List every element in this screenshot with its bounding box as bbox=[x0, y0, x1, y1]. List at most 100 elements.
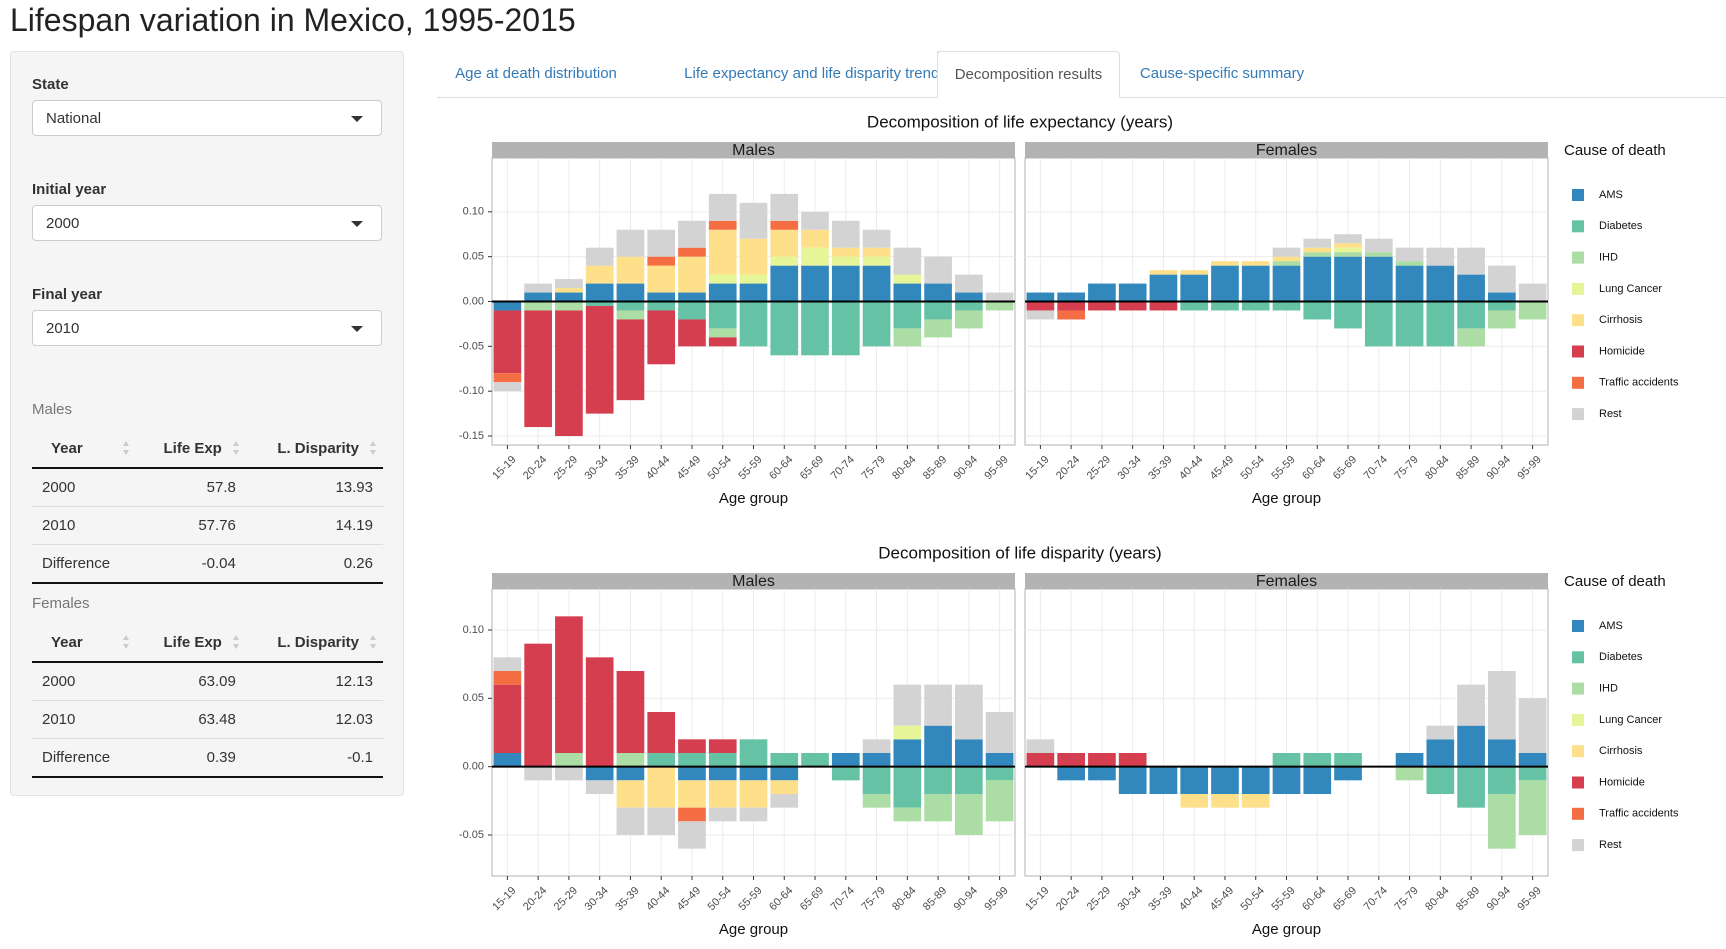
x-tick-label: 25-29 bbox=[1085, 454, 1113, 482]
column-header-year[interactable]: Year bbox=[32, 429, 137, 469]
x-tick-label: 50-54 bbox=[706, 454, 734, 482]
initial-year-select[interactable]: 2000 bbox=[32, 205, 382, 241]
bar-diabetes-80-84 bbox=[893, 766, 922, 808]
bar-ams-35-39 bbox=[1149, 766, 1178, 794]
bar-cirrhosis-45-49 bbox=[1211, 261, 1239, 266]
legend-label-ihd: IHD bbox=[1599, 683, 1618, 695]
sort-icon bbox=[123, 441, 130, 455]
final-year-select-value: 2010 bbox=[46, 320, 80, 337]
bar-ams-50-54 bbox=[1241, 265, 1270, 302]
column-header-l-disparity[interactable]: L. Disparity bbox=[245, 429, 383, 469]
legend-label-ams: AMS bbox=[1599, 189, 1623, 201]
table-cell: Difference bbox=[32, 544, 137, 584]
bar-ams-95-99 bbox=[1518, 753, 1547, 767]
bar-ams-80-84 bbox=[1426, 739, 1455, 767]
bar-diabetes-70-74 bbox=[831, 766, 860, 781]
bar-diabetes-85-89 bbox=[1457, 766, 1485, 808]
tab-decomposition-results[interactable]: Decomposition results bbox=[937, 51, 1120, 98]
bar-homicide-15-19 bbox=[493, 684, 522, 753]
bar-rest-80-84 bbox=[1426, 725, 1455, 740]
table-cell: 57.76 bbox=[136, 506, 246, 545]
bar-rest-80-84 bbox=[1426, 247, 1455, 266]
legend-label-ams: AMS bbox=[1599, 620, 1623, 632]
tab-age-at-death-distribution[interactable]: Age at death distribution bbox=[455, 65, 617, 82]
tab-life-expectancy-trends[interactable]: Life expectancy and life disparity trend… bbox=[684, 65, 947, 82]
bar-ihd-20-24 bbox=[524, 301, 552, 311]
bar-rest-65-69 bbox=[1334, 234, 1362, 244]
bar-cirrhosis-65-69 bbox=[801, 229, 829, 248]
bar-ams-45-49 bbox=[1211, 265, 1239, 302]
bar-ams-30-34 bbox=[1118, 766, 1147, 794]
bar-cirrhosis-55-59 bbox=[1272, 256, 1301, 262]
bar-ihd-95-99 bbox=[1518, 301, 1547, 320]
bar-traffic-accidents-45-49 bbox=[678, 807, 706, 822]
bar-rest-35-39 bbox=[616, 229, 645, 257]
bar-ams-90-94 bbox=[1488, 292, 1516, 302]
x-tick-label: 65-69 bbox=[798, 454, 826, 482]
bar-diabetes-45-49 bbox=[678, 301, 706, 320]
bar-rest-30-34 bbox=[585, 247, 614, 266]
final-year-select[interactable]: 2010 bbox=[32, 310, 382, 346]
bar-rest-85-89 bbox=[924, 256, 952, 284]
app-title: Lifespan variation in Mexico, 1995-2015 bbox=[10, 2, 576, 38]
bar-homicide-35-39 bbox=[1149, 301, 1178, 311]
bar-diabetes-50-54 bbox=[1241, 301, 1270, 311]
bar-ams-15-19 bbox=[493, 301, 522, 311]
legend-label-lung-cancer: Lung Cancer bbox=[1599, 283, 1662, 295]
legend-label-cirrhosis: Cirrhosis bbox=[1599, 314, 1643, 326]
x-tick-label: 25-29 bbox=[552, 885, 580, 913]
column-header-life-exp[interactable]: Life Exp bbox=[136, 429, 246, 469]
bar-ams-40-44 bbox=[1180, 274, 1209, 302]
column-header-year[interactable]: Year bbox=[32, 623, 137, 663]
bar-ams-40-44 bbox=[647, 292, 676, 302]
bar-diabetes-90-94 bbox=[1488, 301, 1516, 311]
table-cell: 13.93 bbox=[335, 479, 373, 496]
bar-ams-45-49 bbox=[678, 292, 706, 302]
legend-title: Cause of death bbox=[1564, 573, 1666, 590]
females-section-label: Females bbox=[32, 595, 90, 612]
bar-diabetes-40-44 bbox=[647, 753, 676, 767]
bar-ihd-95-99 bbox=[985, 301, 1014, 311]
facet-label: Males bbox=[732, 142, 775, 159]
bar-diabetes-95-99 bbox=[1518, 766, 1547, 781]
tab-cause-specific-summary[interactable]: Cause-specific summary bbox=[1139, 65, 1305, 82]
bar-diabetes-90-94 bbox=[955, 301, 983, 311]
bar-lung-cancer-65-69 bbox=[801, 247, 829, 266]
x-tick-label: 95-99 bbox=[982, 885, 1010, 913]
bar-homicide-25-29 bbox=[1088, 753, 1116, 767]
bar-rest-45-49 bbox=[678, 821, 706, 849]
bar-rest-90-94 bbox=[1488, 671, 1516, 740]
bar-rest-40-44 bbox=[647, 229, 676, 257]
chevron-down-icon bbox=[351, 221, 363, 227]
bar-cirrhosis-50-54 bbox=[1241, 261, 1270, 266]
bar-rest-15-19 bbox=[1026, 739, 1055, 753]
bar-diabetes-45-49 bbox=[1211, 301, 1239, 311]
table-cell: 2010 bbox=[32, 506, 137, 545]
bar-diabetes-60-64 bbox=[1303, 753, 1332, 767]
bar-ams-50-54 bbox=[1241, 766, 1270, 794]
males-section-label: Males bbox=[32, 401, 73, 418]
bar-cirrhosis-25-29 bbox=[555, 288, 583, 293]
bar-ams-50-54 bbox=[708, 766, 737, 781]
table-cell: 14.19 bbox=[245, 506, 383, 545]
x-tick-label: 55-59 bbox=[736, 454, 764, 482]
bar-homicide-30-34 bbox=[1118, 301, 1147, 311]
column-header-l-disparity[interactable]: L. Disparity bbox=[245, 623, 383, 663]
bar-cirrhosis-75-79 bbox=[862, 247, 891, 257]
legend-swatch-diabetes bbox=[1572, 651, 1584, 664]
bar-ams-65-69 bbox=[1334, 256, 1362, 302]
bar-ams-20-24 bbox=[1057, 292, 1085, 302]
x-tick-label: 95-99 bbox=[1515, 454, 1543, 482]
legend-swatch-rest bbox=[1572, 408, 1584, 421]
x-tick-label: 80-84 bbox=[1423, 454, 1451, 482]
x-tick-label: 95-99 bbox=[982, 454, 1010, 482]
y-tick-label: -0.15 bbox=[459, 430, 484, 442]
state-select[interactable]: National bbox=[32, 100, 382, 136]
x-tick-label: 45-49 bbox=[675, 454, 703, 482]
x-tick-label: 15-19 bbox=[490, 454, 518, 482]
legend-swatch-ihd bbox=[1572, 251, 1584, 264]
column-header-life-exp[interactable]: Life Exp bbox=[136, 623, 246, 663]
table-row: 2000 57.8 13.93 bbox=[32, 468, 383, 507]
bar-ams-60-64 bbox=[1303, 256, 1332, 302]
bar-rest-85-89 bbox=[1457, 247, 1485, 275]
